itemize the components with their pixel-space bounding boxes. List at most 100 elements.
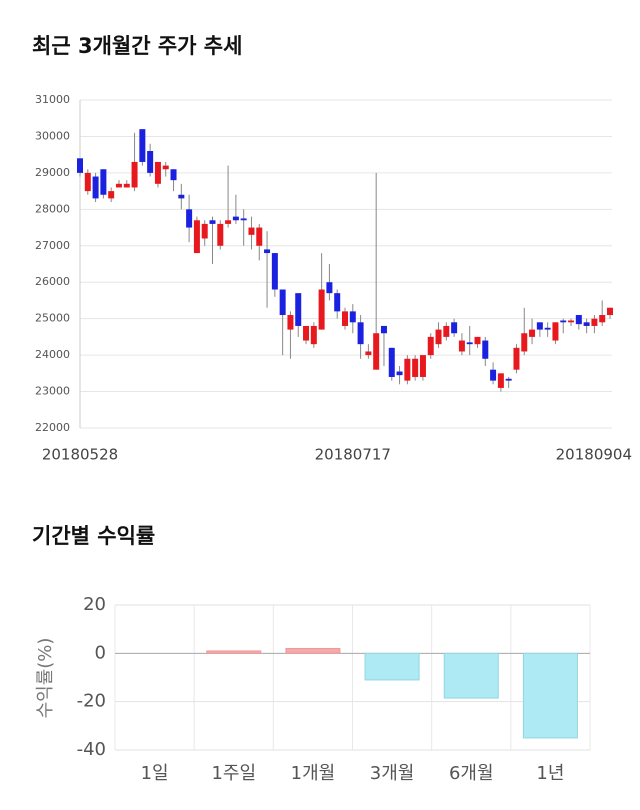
candle-body (256, 227, 263, 246)
candle-body (193, 220, 200, 254)
candle-body (287, 315, 294, 330)
candle-body (201, 223, 208, 239)
candle-body (264, 249, 271, 254)
y-tick-label: 30000 (35, 129, 70, 142)
y-tick-label: 20 (83, 594, 106, 615)
candle-body (357, 322, 364, 345)
candle-body (248, 227, 255, 235)
y-tick-label: -20 (77, 691, 106, 712)
candle-body (349, 311, 356, 323)
candle-body (77, 158, 83, 173)
candle-body (451, 322, 458, 334)
candle-body (131, 161, 138, 188)
candle-body (560, 320, 567, 323)
candle-body (443, 325, 450, 337)
candle-body (162, 165, 169, 170)
candle-body (380, 325, 387, 334)
x-tick-label: 3개월 (370, 763, 415, 784)
candle-body (100, 169, 107, 195)
candle-body (115, 183, 122, 188)
x-tick-label: 1주일 (211, 763, 256, 784)
candle-body (435, 329, 442, 345)
y-tick-label: 22000 (35, 421, 70, 434)
y-tick-label: 28000 (35, 202, 70, 215)
candle-body (497, 373, 504, 388)
candle-body (303, 325, 310, 341)
candle-body (92, 176, 99, 199)
x-tick-label: 20180528 (42, 446, 118, 464)
candle-body (365, 351, 372, 356)
bar (522, 652, 578, 739)
x-tick-label: 20180904 (556, 446, 632, 464)
candle-body (123, 183, 130, 188)
bar (285, 648, 341, 654)
candle-body (396, 371, 403, 376)
chart-title: 최근 3개월간 주가 추세 (32, 34, 242, 58)
candle-body (279, 289, 286, 316)
y-tick-label: 25000 (35, 312, 70, 325)
candle-body (318, 289, 325, 330)
y-axis-label: 수익률(%) (35, 638, 56, 719)
candle-body (232, 216, 239, 221)
y-tick-label: 0 (95, 642, 106, 663)
candle-body (568, 320, 575, 323)
x-tick-label: 6개월 (449, 763, 494, 784)
candle-body (170, 169, 177, 181)
candle-body (388, 347, 395, 377)
candle-body (544, 327, 551, 330)
candle-body (521, 333, 528, 352)
candle-body (326, 282, 333, 294)
candle-body (310, 325, 317, 345)
candle-body (482, 340, 489, 359)
y-tick-label: 31000 (35, 93, 70, 106)
candle-body (419, 355, 426, 377)
candle-body (513, 347, 520, 370)
candle-body (591, 318, 598, 326)
y-tick-label: 29000 (35, 166, 70, 179)
candle-body (529, 329, 536, 337)
candle-body (225, 220, 232, 224)
candle-body (599, 315, 606, 323)
candle-body (154, 161, 161, 184)
candle-body (178, 194, 185, 199)
candle-body (575, 315, 582, 325)
x-tick-label: 1년 (536, 763, 564, 784)
candle-body (404, 358, 411, 381)
candle-body (373, 333, 380, 370)
candle-body (474, 336, 481, 345)
candle-body (295, 293, 302, 326)
candle-body (490, 369, 497, 381)
candle-body (458, 340, 465, 352)
candle-body (108, 191, 115, 199)
chart-title: 기간별 수익률 (32, 524, 155, 548)
x-tick-label: 20180717 (315, 446, 391, 464)
candle-body (466, 342, 473, 345)
candle-body (412, 358, 419, 377)
candle-body (505, 378, 512, 381)
x-tick-label: 1개월 (291, 763, 336, 784)
y-tick-label: 24000 (35, 348, 70, 361)
candle-body (84, 172, 91, 192)
candle-body (607, 307, 613, 316)
candle-body (209, 220, 216, 224)
candle-body (186, 209, 193, 228)
y-tick-label: 27000 (35, 239, 70, 252)
bar (443, 652, 499, 699)
x-tick-label: 1일 (141, 763, 169, 784)
candle-body (536, 322, 543, 330)
y-tick-label: 23000 (35, 385, 70, 398)
y-tick-label: 26000 (35, 275, 70, 288)
y-tick-label: -40 (77, 739, 106, 760)
candle-body (217, 223, 224, 246)
candle-body (342, 311, 348, 326)
candle-body (583, 322, 590, 326)
bar (206, 650, 262, 654)
candle-body (147, 151, 154, 173)
candle-body (427, 336, 434, 356)
candle-body (552, 322, 559, 341)
candle-body (271, 253, 278, 290)
bar (364, 652, 420, 681)
candle-body (240, 218, 247, 221)
candle-body (139, 129, 146, 162)
